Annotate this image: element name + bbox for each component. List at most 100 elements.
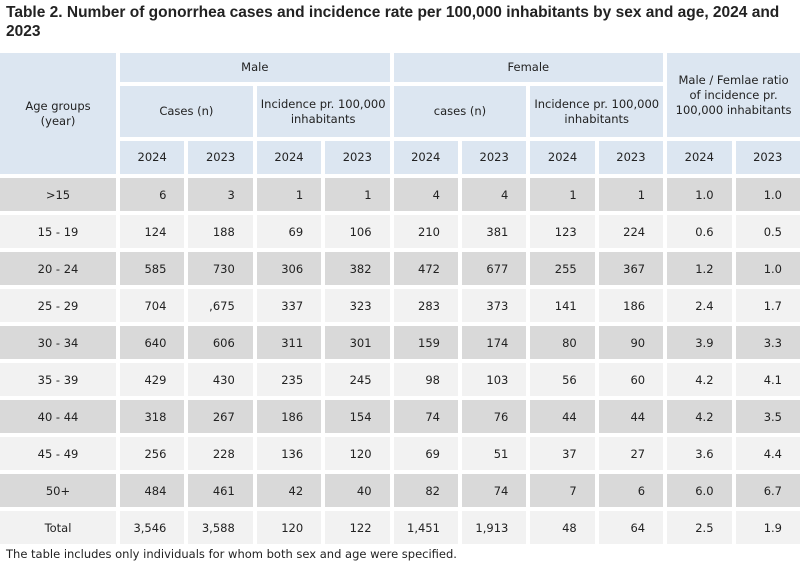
table-cell: 0.5 bbox=[735, 215, 800, 248]
table-cell: 311 bbox=[256, 326, 322, 359]
table-row: 45 - 49 256 228 136 120 69 51 37 27 3.6 4.4 bbox=[0, 437, 800, 470]
table-cell: 4.4 bbox=[735, 437, 800, 470]
table-cell: 461 bbox=[188, 474, 253, 507]
table-cell: 1.2 bbox=[667, 252, 732, 285]
table-cell: 4 bbox=[393, 178, 458, 211]
table-cell: 283 bbox=[393, 289, 458, 322]
table-row: 30 - 34 640 606 311 301 159 174 80 90 3.9 3.3 bbox=[0, 326, 800, 359]
table-cell: 154 bbox=[325, 400, 390, 433]
header-year: 2024 bbox=[530, 141, 595, 174]
table-cell: 224 bbox=[598, 215, 664, 248]
age-group-label: >15 bbox=[0, 178, 116, 211]
table-cell: 1.9 bbox=[735, 511, 800, 544]
table-row: 15 - 19 124 188 69 106 210 381 123 224 0.6 0.5 bbox=[0, 215, 800, 248]
table-cell: 704 bbox=[120, 289, 185, 322]
table-cell: 235 bbox=[256, 363, 322, 396]
table-cell: 4.1 bbox=[735, 363, 800, 396]
header-year: 2023 bbox=[735, 141, 800, 174]
table-cell: 256 bbox=[120, 437, 185, 470]
table-cell: 76 bbox=[461, 400, 527, 433]
table-cell: ,675 bbox=[188, 289, 253, 322]
table-cell: 1,451 bbox=[393, 511, 458, 544]
table-cell: 82 bbox=[393, 474, 458, 507]
table-cell: 6.0 bbox=[667, 474, 732, 507]
footnote: The table includes only individuals for … bbox=[6, 547, 457, 561]
table-cell: 69 bbox=[256, 215, 322, 248]
table-cell: 141 bbox=[530, 289, 595, 322]
table-cell: 64 bbox=[598, 511, 664, 544]
table-cell: 123 bbox=[530, 215, 595, 248]
table-cell: 44 bbox=[598, 400, 664, 433]
table-cell: 2.5 bbox=[667, 511, 732, 544]
header-female: Female bbox=[393, 53, 664, 82]
table-cell: 90 bbox=[598, 326, 664, 359]
header-year: 2024 bbox=[393, 141, 458, 174]
table-cell: 373 bbox=[461, 289, 527, 322]
table-cell: 6.7 bbox=[735, 474, 800, 507]
table-cell: 381 bbox=[461, 215, 527, 248]
table-cell: 40 bbox=[325, 474, 390, 507]
table-cell: 1.0 bbox=[735, 178, 800, 211]
table-cell: 188 bbox=[188, 215, 253, 248]
table-cell: 74 bbox=[461, 474, 527, 507]
header-year: 2023 bbox=[598, 141, 664, 174]
table-cell: 1,913 bbox=[461, 511, 527, 544]
table-row: Total 3,546 3,588 120 122 1,451 1,913 48 64 2.5 1.… bbox=[0, 511, 800, 544]
table-cell: 3.6 bbox=[667, 437, 732, 470]
table-cell: 186 bbox=[256, 400, 322, 433]
table-cell: 4.2 bbox=[667, 400, 732, 433]
table-cell: 6 bbox=[120, 178, 185, 211]
table-cell: 430 bbox=[188, 363, 253, 396]
table-cell: 51 bbox=[461, 437, 527, 470]
table-cell: 106 bbox=[325, 215, 390, 248]
table-row: 35 - 39 429 430 235 245 98 103 56 60 4.2 4.1 bbox=[0, 363, 800, 396]
table-cell: 730 bbox=[188, 252, 253, 285]
table-cell: 103 bbox=[461, 363, 527, 396]
table-cell: 3.3 bbox=[735, 326, 800, 359]
header-year: 2023 bbox=[325, 141, 390, 174]
header-female-cases: cases (n) bbox=[393, 86, 527, 137]
header-year: 2023 bbox=[461, 141, 527, 174]
table-cell: 323 bbox=[325, 289, 390, 322]
table-cell: 255 bbox=[530, 252, 595, 285]
header-year: 2024 bbox=[120, 141, 185, 174]
header-year: 2024 bbox=[667, 141, 732, 174]
table-title: Table 2. Number of gonorrhea cases and i… bbox=[6, 4, 780, 40]
age-group-label: 50+ bbox=[0, 474, 116, 507]
table-cell: 301 bbox=[325, 326, 390, 359]
age-group-label: 35 - 39 bbox=[0, 363, 116, 396]
table-cell: 69 bbox=[393, 437, 458, 470]
table-cell: 245 bbox=[325, 363, 390, 396]
table-cell: 367 bbox=[598, 252, 664, 285]
table-cell: 1.0 bbox=[667, 178, 732, 211]
table-cell: 1.7 bbox=[735, 289, 800, 322]
header-year: 2024 bbox=[256, 141, 322, 174]
table-row: 20 - 24 585 730 306 382 472 677 255 367 1.2 1.0 bbox=[0, 252, 800, 285]
age-group-label: 20 - 24 bbox=[0, 252, 116, 285]
table-row: 25 - 29 704,675 337 323 283 373 141 186 2.4 1.7 bbox=[0, 289, 800, 322]
table-cell: 267 bbox=[188, 400, 253, 433]
table-cell: 3.5 bbox=[735, 400, 800, 433]
table-cell: 124 bbox=[120, 215, 185, 248]
table-cell: 120 bbox=[256, 511, 322, 544]
table-cell: 484 bbox=[120, 474, 185, 507]
table-cell: 136 bbox=[256, 437, 322, 470]
header-male-cases: Cases (n) bbox=[120, 86, 253, 137]
table-cell: 429 bbox=[120, 363, 185, 396]
age-group-label: 25 - 29 bbox=[0, 289, 116, 322]
table-cell: 186 bbox=[598, 289, 664, 322]
table-cell: 122 bbox=[325, 511, 390, 544]
table-cell: 306 bbox=[256, 252, 322, 285]
age-group-label: 40 - 44 bbox=[0, 400, 116, 433]
table-cell: 7 bbox=[530, 474, 595, 507]
table-cell: 1 bbox=[325, 178, 390, 211]
header-ratio: Male / Femlae ratio of incidence pr. 100… bbox=[667, 53, 800, 137]
table-cell: 27 bbox=[598, 437, 664, 470]
table-cell: 3,546 bbox=[120, 511, 185, 544]
header-female-incidence: Incidence pr. 100,000 inhabitants bbox=[530, 86, 664, 137]
table-cell: 677 bbox=[461, 252, 527, 285]
table-cell: 4 bbox=[461, 178, 527, 211]
gonorrhea-table: Age groups (year) Male Female Male / Fem… bbox=[0, 49, 800, 548]
table-cell: 0.6 bbox=[667, 215, 732, 248]
table-row: >15 6 3 1 1 4 4 1 1 1.0 1.0 bbox=[0, 178, 800, 211]
